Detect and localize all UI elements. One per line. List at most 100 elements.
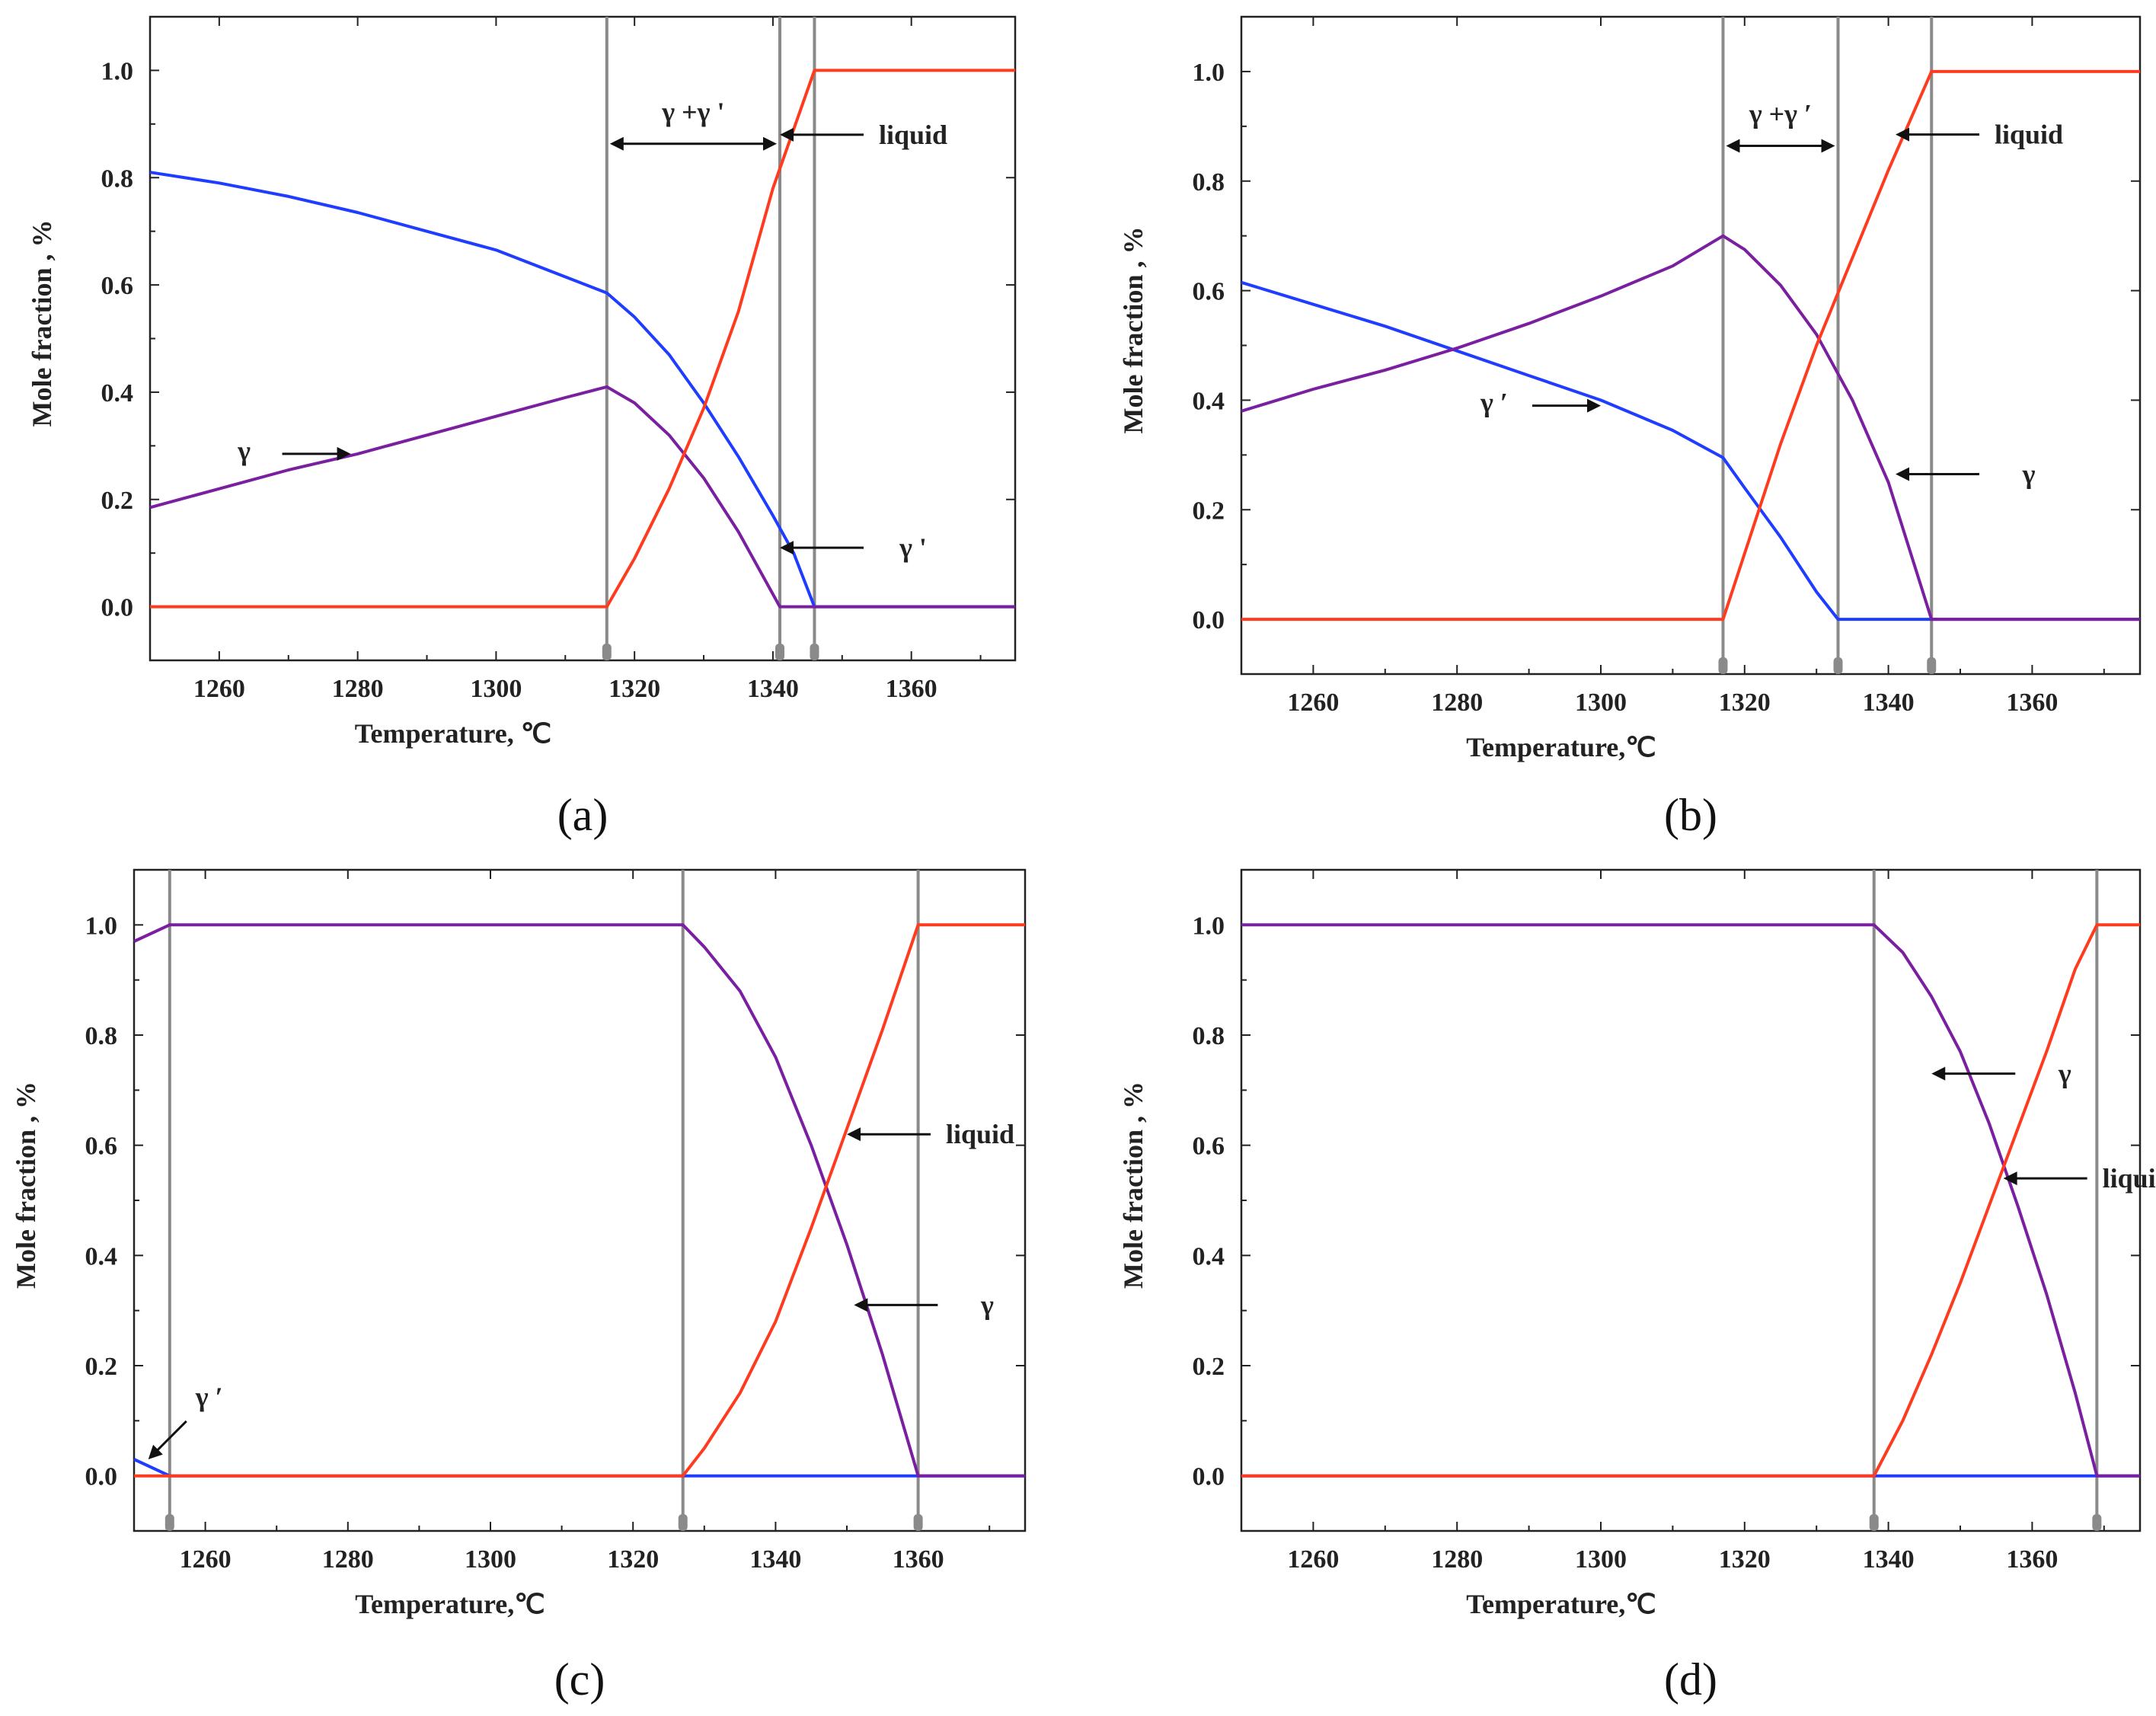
x-tick-label: 1260 — [180, 1545, 232, 1574]
region-arrow-head-left — [1726, 139, 1740, 153]
y-tick-label: 0.0 — [85, 1463, 118, 1491]
series-line-gamma — [133, 923, 1025, 1478]
annotation-arrow-head — [148, 1444, 163, 1459]
y-tick-label: 0.8 — [1193, 1022, 1225, 1050]
phase-boundary-marker — [602, 644, 612, 660]
plot-frame — [133, 868, 1027, 1532]
y-tick-label: 1.0 — [1193, 912, 1225, 940]
chart-panel-a: 1260 1280 1300 1320 1340 1360 0.0 0.2 0.4 0.6 0.8 1… — [27, 15, 1017, 840]
chart-panel-d: 1260 1280 1300 1320 1340 1360 0.0 0.2 0.4 0.6 0.8 1… — [1118, 868, 2156, 1705]
x-tick-label: 1300 — [465, 1545, 516, 1574]
y-tick-label: 0.4 — [101, 379, 134, 407]
x-axis-title: Temperature, ℃ — [355, 718, 551, 749]
y-axis-title: Mole fraction , % — [27, 220, 57, 427]
chart-panel-b: 1260 1280 1300 1320 1340 1360 0.0 0.2 0.4 0.6 0.8 1… — [1118, 15, 2142, 840]
panel-label: (b) — [1664, 790, 1717, 840]
y-tick-label: 0.4 — [1193, 1242, 1225, 1270]
y-tick-label: 0.8 — [1193, 168, 1225, 197]
annotation-arrow-head — [1896, 127, 1910, 142]
region-label: γ +γ ′ — [1749, 98, 1812, 129]
y-tick-label: 0.6 — [85, 1133, 118, 1161]
series-line-gamma — [149, 385, 1015, 609]
series-line-gamma-prime — [133, 1458, 1025, 1478]
x-tick-label: 1340 — [749, 1545, 801, 1574]
y-axis-title: Mole fraction , % — [11, 1082, 41, 1289]
series-line-liquid — [1241, 69, 2140, 622]
panel-label: (c) — [554, 1654, 605, 1705]
x-tick-label: 1360 — [2006, 689, 2058, 717]
x-tick-label: 1340 — [1863, 689, 1915, 717]
annotation-label: liquid — [879, 120, 947, 150]
annotation-label: γ — [237, 436, 251, 466]
panel-label: (d) — [1664, 1654, 1717, 1705]
annotation-arrow-head — [780, 127, 794, 142]
x-tick-label: 1280 — [322, 1545, 374, 1574]
annotation-arrow — [153, 1420, 187, 1455]
x-tick-label: 1300 — [1575, 689, 1627, 717]
series-line-liquid — [150, 69, 1015, 609]
y-tick-label: 1.0 — [1193, 59, 1225, 87]
x-tick-label: 1320 — [608, 675, 660, 703]
plot-frame — [1240, 15, 2142, 676]
y-axis-title: Mole fraction , % — [1118, 1082, 1148, 1289]
y-tick-label: 0.6 — [1193, 278, 1225, 306]
annotation-label: γ ′ — [195, 1382, 223, 1412]
phase-boundary-marker — [1833, 657, 1843, 674]
annotation-label: γ ′ — [1480, 388, 1508, 418]
x-tick-label: 1320 — [1719, 1545, 1771, 1574]
x-tick-label: 1300 — [1575, 1545, 1627, 1574]
x-axis-title: Temperature,℃ — [1466, 1589, 1656, 1619]
y-tick-label: 0.2 — [85, 1353, 118, 1381]
phase-boundary-marker — [775, 644, 785, 660]
phase-boundary-marker — [810, 644, 819, 660]
phase-boundary-marker — [1718, 657, 1728, 674]
x-tick-label: 1320 — [1719, 689, 1771, 717]
y-axis-title: Mole fraction , % — [1118, 227, 1148, 434]
phase-boundary-marker — [164, 1514, 174, 1531]
annotation-arrow-head — [780, 541, 794, 555]
series-line-gamma-prime — [149, 171, 1015, 609]
x-tick-label: 1360 — [2006, 1545, 2058, 1574]
phase-boundary-marker — [1869, 1514, 1879, 1531]
region-arrow-head-right — [763, 136, 778, 151]
y-tick-label: 0.4 — [85, 1242, 118, 1270]
x-tick-label: 1360 — [886, 675, 937, 703]
x-axis-title: Temperature,℃ — [355, 1589, 545, 1619]
x-tick-label: 1340 — [747, 675, 799, 703]
plot-frame — [149, 15, 1017, 662]
y-tick-label: 0.0 — [1193, 1463, 1225, 1491]
y-tick-label: 0.4 — [1193, 387, 1225, 415]
y-tick-label: 1.0 — [85, 912, 118, 940]
x-tick-label: 1320 — [607, 1545, 659, 1574]
annotation-arrow-head — [2003, 1171, 2017, 1186]
phase-boundary-marker — [2092, 1514, 2102, 1531]
x-tick-label: 1260 — [193, 675, 245, 703]
x-tick-label: 1360 — [893, 1545, 944, 1574]
phase-boundary-marker — [678, 1514, 688, 1531]
region-label: γ +γ ' — [661, 97, 724, 127]
chart-panel-c: 1260 1280 1300 1320 1340 1360 0.0 0.2 0.4 0.6 0.8 1… — [11, 868, 1027, 1705]
region-arrow-head-left — [609, 136, 624, 151]
panel-label: (a) — [557, 790, 608, 840]
x-axis-title: Temperature,℃ — [1466, 732, 1656, 762]
annotation-arrow-head — [337, 446, 351, 461]
series-line-gamma — [1241, 234, 2140, 622]
phase-boundary-marker — [1927, 657, 1937, 674]
y-tick-label: 0.2 — [1193, 497, 1225, 525]
annotation-label: γ ' — [899, 532, 927, 563]
y-tick-label: 1.0 — [101, 57, 134, 85]
x-tick-label: 1260 — [1287, 1545, 1339, 1574]
series-line-gamma-prime — [1241, 280, 2140, 622]
annotation-arrow-head — [854, 1298, 868, 1312]
annotation-arrow-head — [1587, 398, 1601, 413]
annotation-arrow-head — [1931, 1066, 1946, 1081]
annotation-arrow-head — [1896, 467, 1910, 481]
annotation-label: γ — [2058, 1059, 2071, 1089]
x-tick-label: 1280 — [332, 675, 384, 703]
annotation-label: liquid — [946, 1119, 1014, 1149]
annotation-arrow-head — [847, 1127, 861, 1142]
x-tick-label: 1340 — [1863, 1545, 1915, 1574]
x-tick-label: 1280 — [1431, 1545, 1483, 1574]
series-line-liquid — [134, 923, 1025, 1478]
